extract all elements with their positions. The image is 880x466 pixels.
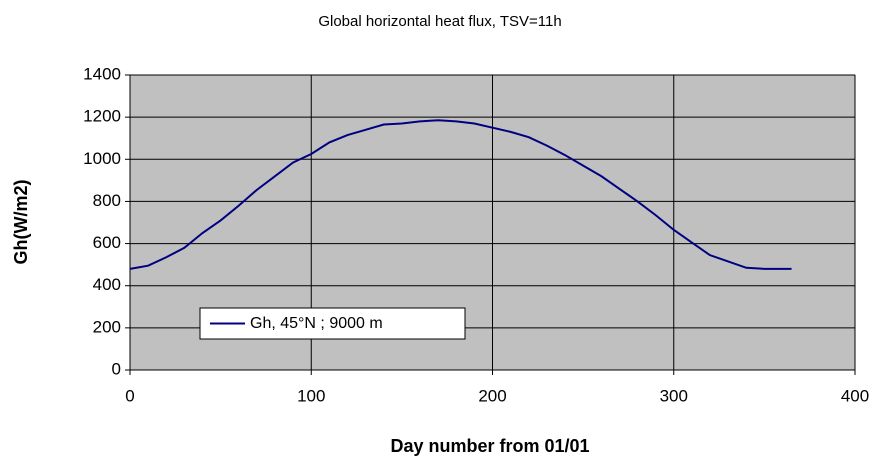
y-tick-label: 400 xyxy=(93,275,121,294)
x-tick-label: 300 xyxy=(660,386,688,405)
y-tick-label: 1000 xyxy=(83,149,121,168)
y-tick-label: 200 xyxy=(93,317,121,336)
y-tick-label: 600 xyxy=(93,233,121,252)
x-tick-label: 100 xyxy=(297,386,325,405)
y-tick-label: 1400 xyxy=(83,64,121,83)
chart-title: Global horizontal heat flux, TSV=11h xyxy=(318,13,561,30)
data-line xyxy=(129,119,792,270)
y-tick-label: 0 xyxy=(112,359,121,378)
legend-label: Gh, 45°N ; 9000 m xyxy=(250,315,383,332)
x-tick-label: 400 xyxy=(841,386,869,405)
y-tick-label: 800 xyxy=(93,191,121,210)
x-tick-label: 200 xyxy=(478,386,506,405)
x-tick-label: 0 xyxy=(125,386,134,405)
y-tick-label: 1200 xyxy=(83,107,121,126)
y-axis-label: Gh(W/m2) xyxy=(11,180,31,265)
x-axis-label: Day number from 01/01 xyxy=(390,436,589,456)
